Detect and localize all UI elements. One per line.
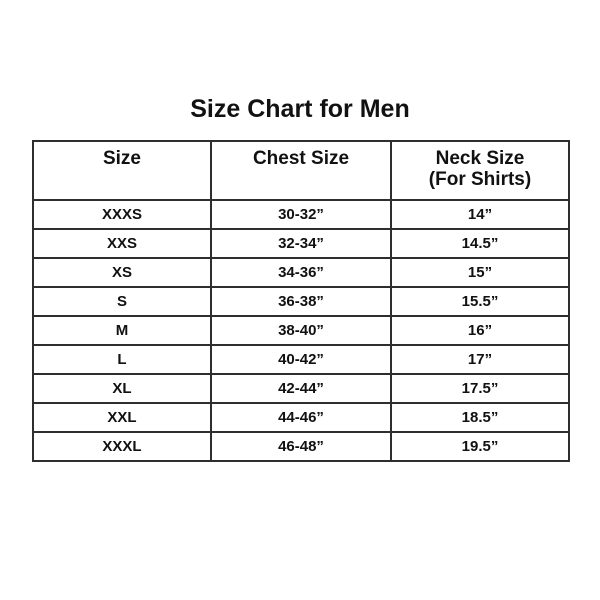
table-row: XS 34-36” 15” <box>32 257 570 288</box>
size-cell: XXL <box>32 402 212 433</box>
header-row: Size Chest Size Neck Size (For Shirts) <box>32 140 570 201</box>
size-cell: XXS <box>32 228 212 259</box>
chest-cell: 38-40” <box>210 315 392 346</box>
chest-cell: 36-38” <box>210 286 392 317</box>
chest-cell: 40-42” <box>210 344 392 375</box>
neck-cell: 14.5” <box>390 228 570 259</box>
size-cell: XXXS <box>32 199 212 230</box>
size-cell: XL <box>32 373 212 404</box>
column-header-neck-sublabel: (For Shirts) <box>428 169 532 190</box>
neck-cell: 14” <box>390 199 570 230</box>
neck-cell: 17.5” <box>390 373 570 404</box>
size-chart-table: Size Chest Size Neck Size (For Shirts) X… <box>32 140 570 462</box>
column-header-neck-label: Neck Size <box>435 148 525 169</box>
neck-cell: 19.5” <box>390 431 570 462</box>
page-title: Size Chart for Men <box>190 95 410 123</box>
size-cell: M <box>32 315 212 346</box>
table-row: XXS 32-34” 14.5” <box>32 228 570 259</box>
chest-cell: 44-46” <box>210 402 392 433</box>
neck-cell: 15.5” <box>390 286 570 317</box>
table-row: XXL 44-46” 18.5” <box>32 402 570 433</box>
size-cell: L <box>32 344 212 375</box>
column-header-chest-label: Chest Size <box>252 148 350 169</box>
chest-cell: 46-48” <box>210 431 392 462</box>
chest-cell: 30-32” <box>210 199 392 230</box>
size-cell: XS <box>32 257 212 288</box>
neck-cell: 15” <box>390 257 570 288</box>
table-row: XXXS 30-32” 14” <box>32 199 570 230</box>
table-header: Size Chest Size Neck Size (For Shirts) <box>32 140 570 201</box>
chest-cell: 42-44” <box>210 373 392 404</box>
table-row: L 40-42” 17” <box>32 344 570 375</box>
table-row: M 38-40” 16” <box>32 315 570 346</box>
table-body: XXXS 30-32” 14” XXS 32-34” 14.5” XS 34-3… <box>32 199 570 462</box>
column-header-chest: Chest Size <box>210 140 392 201</box>
table-row: XXXL 46-48” 19.5” <box>32 431 570 462</box>
column-header-size: Size <box>32 140 212 201</box>
chest-cell: 34-36” <box>210 257 392 288</box>
table-row: XL 42-44” 17.5” <box>32 373 570 404</box>
size-cell: XXXL <box>32 431 212 462</box>
chest-cell: 32-34” <box>210 228 392 259</box>
table-row: S 36-38” 15.5” <box>32 286 570 317</box>
neck-cell: 16” <box>390 315 570 346</box>
column-header-neck: Neck Size (For Shirts) <box>390 140 570 201</box>
neck-cell: 18.5” <box>390 402 570 433</box>
column-header-size-label: Size <box>102 148 142 169</box>
size-cell: S <box>32 286 212 317</box>
neck-cell: 17” <box>390 344 570 375</box>
